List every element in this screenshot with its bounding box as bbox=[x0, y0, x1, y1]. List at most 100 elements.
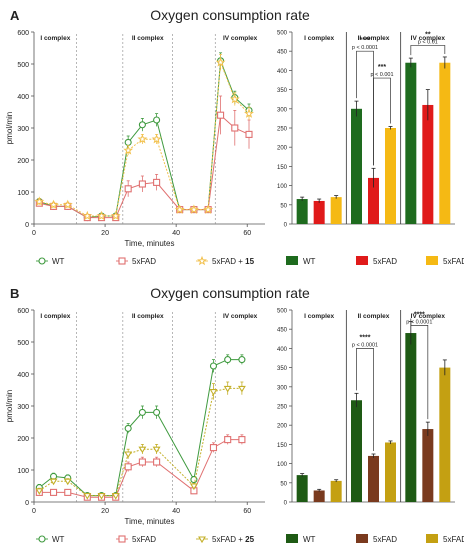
bar bbox=[313, 490, 325, 502]
x-tick-label: 0 bbox=[32, 230, 36, 237]
bar-y-tick-label: 300 bbox=[277, 107, 288, 113]
p-value-label: p < 0.001 bbox=[370, 72, 393, 78]
significance-stars: **** bbox=[360, 37, 371, 44]
y-tick-label: 200 bbox=[17, 158, 29, 165]
legend-label: 5xFAD + 15 bbox=[212, 257, 255, 266]
bar-legend-swatch bbox=[426, 534, 438, 543]
bar bbox=[385, 442, 396, 502]
bar bbox=[405, 62, 417, 224]
panel-letter: B bbox=[10, 286, 19, 301]
y-axis-label: pmol/min bbox=[5, 390, 14, 422]
data-point bbox=[110, 210, 121, 221]
data-point bbox=[244, 108, 254, 118]
data-point bbox=[34, 196, 45, 206]
bar bbox=[330, 480, 342, 502]
data-point bbox=[124, 185, 132, 193]
bar-legend-swatch bbox=[426, 256, 438, 265]
bar-y-tick-label: 500 bbox=[277, 309, 288, 315]
bar-y-tick-label: 50 bbox=[280, 481, 287, 487]
data-point bbox=[153, 408, 161, 416]
x-tick-label: 20 bbox=[101, 508, 109, 515]
data-point bbox=[82, 210, 93, 221]
bar-legend-swatch bbox=[356, 534, 368, 543]
data-point bbox=[137, 133, 148, 144]
y-tick-label: 200 bbox=[17, 436, 29, 443]
data-point bbox=[203, 204, 214, 214]
x-tick-label: 60 bbox=[243, 508, 251, 515]
legend-label: 5xFAD + 25 bbox=[212, 535, 255, 544]
x-tick-label: 0 bbox=[32, 508, 36, 515]
data-point bbox=[111, 493, 120, 500]
bar-legend-swatch bbox=[286, 256, 298, 265]
bar-y-tick-label: 150 bbox=[277, 165, 288, 171]
bar bbox=[368, 177, 379, 224]
bar-y-tick-label: 350 bbox=[277, 88, 288, 94]
bar-legend-label: WT bbox=[303, 257, 316, 266]
bar-complex-label: II complex bbox=[358, 35, 390, 42]
bar-legend-swatch bbox=[286, 534, 298, 543]
x-tick-label: 20 bbox=[101, 230, 109, 237]
bar bbox=[351, 108, 362, 224]
x-axis-label: Time, minutes bbox=[125, 517, 175, 526]
bar bbox=[422, 429, 434, 502]
y-tick-label: 400 bbox=[17, 94, 29, 101]
bar-legend-swatch bbox=[356, 256, 368, 265]
data-point bbox=[49, 488, 58, 496]
legend-label: WT bbox=[52, 257, 65, 266]
legend-label-bold: 25 bbox=[245, 535, 254, 544]
p-value-label: p < 0.0001 bbox=[352, 45, 378, 51]
bar bbox=[330, 197, 342, 224]
complex-label: IV complex bbox=[223, 313, 258, 320]
significance-bracket bbox=[356, 348, 374, 451]
data-point bbox=[217, 111, 225, 119]
bar-y-tick-label: 200 bbox=[277, 146, 288, 152]
panel-title: Oxygen consumption rate bbox=[150, 7, 310, 23]
data-point bbox=[48, 199, 59, 210]
x-tick-label: 40 bbox=[172, 230, 180, 237]
bar-y-tick-label: 250 bbox=[277, 127, 288, 133]
significance-stars: **** bbox=[360, 334, 371, 341]
y-tick-label: 600 bbox=[17, 308, 29, 315]
bar-y-tick-label: 350 bbox=[277, 366, 288, 372]
bar-y-tick-label: 500 bbox=[277, 31, 288, 37]
bar bbox=[422, 104, 434, 224]
data-point bbox=[224, 356, 232, 364]
x-axis-label: Time, minutes bbox=[125, 239, 175, 248]
bar-complex-label: IV complex bbox=[411, 35, 446, 42]
bar-complex-label: IV complex bbox=[411, 313, 446, 320]
y-tick-label: 300 bbox=[17, 404, 29, 411]
data-point bbox=[138, 446, 147, 454]
y-tick-label: 400 bbox=[17, 372, 29, 379]
data-point bbox=[209, 389, 218, 396]
data-point bbox=[124, 451, 133, 459]
legend-marker bbox=[38, 535, 46, 543]
data-point bbox=[138, 180, 146, 188]
data-point bbox=[64, 488, 72, 496]
data-point bbox=[215, 57, 226, 67]
data-point bbox=[231, 124, 239, 132]
data-point bbox=[124, 424, 132, 432]
complex-label: I complex bbox=[40, 313, 70, 320]
x-tick-label: 40 bbox=[172, 508, 180, 515]
data-point bbox=[223, 385, 232, 393]
legend-marker bbox=[38, 257, 46, 265]
data-point bbox=[174, 204, 185, 214]
data-point bbox=[63, 478, 72, 486]
data-point bbox=[245, 130, 253, 138]
bar-y-tick-label: 300 bbox=[277, 385, 288, 391]
data-point bbox=[209, 362, 218, 370]
bar-y-tick-label: 450 bbox=[277, 328, 288, 334]
bar bbox=[351, 400, 362, 502]
bar-legend-label: 5xFAD + 15 bbox=[443, 257, 464, 266]
bar bbox=[405, 333, 417, 502]
y-tick-label: 0 bbox=[25, 500, 29, 507]
data-point bbox=[189, 483, 198, 491]
y-tick-label: 500 bbox=[17, 340, 29, 347]
legend-label-bold: 15 bbox=[245, 257, 254, 266]
bar-legend-label: WT bbox=[303, 535, 316, 544]
significance-bracket bbox=[410, 45, 446, 56]
y-tick-label: 500 bbox=[17, 62, 29, 69]
y-axis-label: pmol/min bbox=[5, 112, 14, 144]
data-point bbox=[138, 458, 146, 466]
y-tick-label: 100 bbox=[17, 468, 29, 475]
